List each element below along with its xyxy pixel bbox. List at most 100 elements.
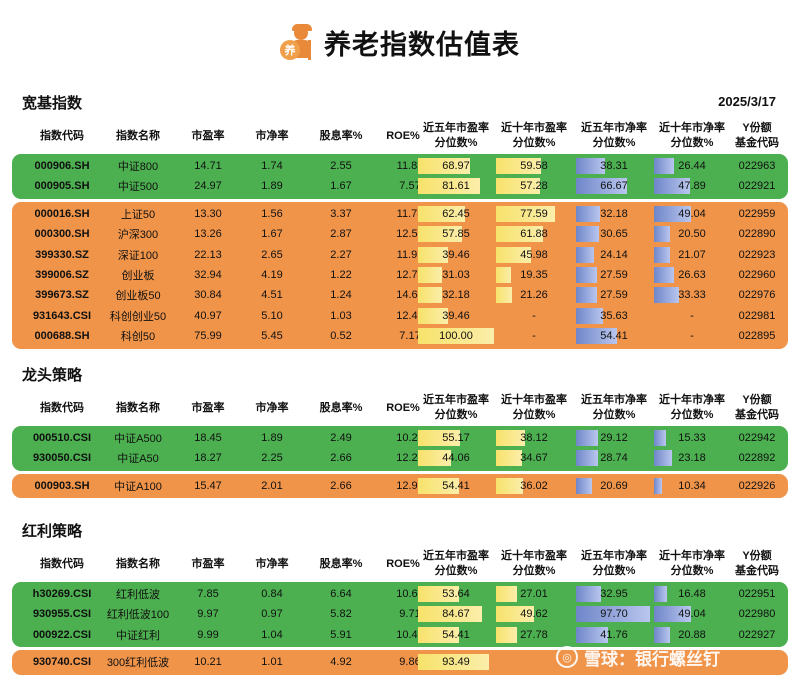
percentile-bar <box>418 287 443 304</box>
cell-pb: 2.65 <box>261 248 283 261</box>
table-header: 指数代码 指数名称 市盈率 市净率 股息率% ROE% 近五年市盈率 分位数% 近十年市盈率 分位… <box>0 390 800 426</box>
cell-roe: 10.41 <box>396 628 424 641</box>
percentile-pe5: 57.85 <box>418 226 494 243</box>
column-header-line: ROE% <box>386 129 420 142</box>
cell-pe: 9.99 <box>197 628 219 641</box>
percentile-value: 33.33 <box>678 289 706 302</box>
cell-roe: 7.17 <box>399 330 421 343</box>
percentile-pb10: 33.33 <box>654 287 730 304</box>
cell-pb: 1.74 <box>261 160 283 172</box>
percentile-bar <box>654 226 670 243</box>
percentile-pe5: 39.46 <box>418 307 494 324</box>
cell-div: 3.37 <box>330 207 352 220</box>
table-header: 指数代码 指数名称 市盈率 市净率 股息率% ROE% 近五年市盈率 分位数% 近十年市盈率 分位… <box>0 546 800 582</box>
cell-fund: 022890 <box>738 228 776 241</box>
percentile-pb10: 47.89 <box>654 178 730 195</box>
percentile-pb5: 66.67 <box>576 178 652 195</box>
percentile-pe5: 53.64 <box>418 586 494 602</box>
cell-name: 300红利低波 <box>106 657 170 670</box>
cell-pb: 4.51 <box>261 289 283 302</box>
percentile-bar <box>576 178 627 195</box>
percentile-pe5: 100.00 <box>418 328 494 345</box>
column-header: 指数名称 <box>100 390 176 426</box>
column-header-line: 基金代码 <box>735 409 779 421</box>
column-header: 指数代码 <box>24 118 100 154</box>
percentile-bar <box>576 205 601 222</box>
column-header: 近十年市净率 分位数% <box>652 390 732 426</box>
cell-div: 2.49 <box>330 432 352 444</box>
percentile-value: 55.17 <box>442 432 470 444</box>
percentile-value: 77.59 <box>520 207 548 220</box>
column-header-line: 近十年市盈率 <box>501 122 567 134</box>
percentile-value: 49.04 <box>678 608 706 621</box>
percentile-bar <box>654 606 692 623</box>
column-header: 市盈率 <box>176 390 240 426</box>
percentile-bar <box>654 178 691 195</box>
percentile-bar <box>654 246 670 263</box>
percentile-pe10: 77.59 <box>496 205 572 222</box>
percentile-value: 20.88 <box>678 628 706 641</box>
percentile-value: 38.31 <box>600 160 628 172</box>
cell-div: 2.55 <box>330 160 352 172</box>
column-header: 股息率% <box>304 390 378 426</box>
percentile-value: 61.88 <box>520 228 548 241</box>
column-header-line: 近五年市盈率 <box>423 550 489 562</box>
percentile-value: 47.89 <box>678 180 706 193</box>
cell-code: 931643.CSI <box>32 309 92 322</box>
percentile-value: 30.65 <box>600 228 628 241</box>
column-header-line: 近十年市净率 <box>659 550 725 562</box>
percentile-bar <box>576 430 599 446</box>
percentile-bar <box>496 158 542 174</box>
column-header-line: 近十年市净率 <box>659 394 725 406</box>
column-header-line: 分位数% <box>592 565 636 577</box>
cell-pe: 24.97 <box>194 180 222 193</box>
percentile-bar <box>576 158 606 174</box>
cell-pb: 5.10 <box>261 309 283 322</box>
percentile-bar <box>496 226 544 243</box>
column-header: 近五年市净率 分位数% <box>574 390 654 426</box>
percentile-bar <box>418 477 460 494</box>
section-title: 红利策略 <box>22 523 83 540</box>
percentile-bar <box>496 267 511 283</box>
percentile-bar <box>418 205 466 222</box>
column-header-line: 指数代码 <box>40 129 84 142</box>
percentile-value: 66.67 <box>600 180 628 193</box>
percentile-pb5: 24.14 <box>576 246 652 263</box>
percentile-value: 10.34 <box>678 479 706 492</box>
cell-pb: 0.84 <box>261 588 283 600</box>
watermark-text: 雪球：银行螺丝钉 <box>584 649 720 669</box>
column-header-line: 指数代码 <box>40 557 84 570</box>
percentile-bar <box>576 626 608 643</box>
cell-name: 沪深300 <box>117 229 159 242</box>
percentile-pb5: 41.76 <box>576 626 652 643</box>
cell-div: 2.66 <box>330 452 352 465</box>
percentile-pb5: 27.59 <box>576 287 652 304</box>
cell-name: 中证800 <box>117 161 159 173</box>
cell-pe: 13.30 <box>194 207 222 220</box>
cell-pb: 1.01 <box>261 656 283 669</box>
percentile-value: - <box>690 309 694 322</box>
cell-fund: 022981 <box>738 309 776 322</box>
percentile-value: 27.01 <box>520 588 548 600</box>
cell-roe: 11.83 <box>396 160 424 172</box>
percentile-value: 21.07 <box>678 248 706 261</box>
cell-pb: 1.67 <box>261 228 283 241</box>
percentile-bar <box>418 307 448 324</box>
cell-pe: 75.99 <box>194 330 222 343</box>
row-group-orange <box>12 650 788 675</box>
percentile-pe5: 62.45 <box>418 205 494 222</box>
column-header: Y份额 基金代码 <box>724 546 790 582</box>
percentile-bar <box>418 267 442 283</box>
percentile-bar <box>496 477 524 494</box>
percentile-value: 100.00 <box>439 330 473 343</box>
cell-pe: 18.27 <box>194 452 222 465</box>
cell-code: 000016.SH <box>34 207 90 220</box>
percentile-value: - <box>532 330 536 343</box>
percentile-value: 45.98 <box>520 248 548 261</box>
percentile-bar <box>496 205 555 222</box>
percentile-value: 20.50 <box>678 228 706 241</box>
column-header: 近十年市盈率 分位数% <box>494 118 574 154</box>
cell-div: 2.27 <box>330 248 352 261</box>
percentile-pb10: - <box>654 328 730 344</box>
percentile-bar <box>654 205 692 222</box>
